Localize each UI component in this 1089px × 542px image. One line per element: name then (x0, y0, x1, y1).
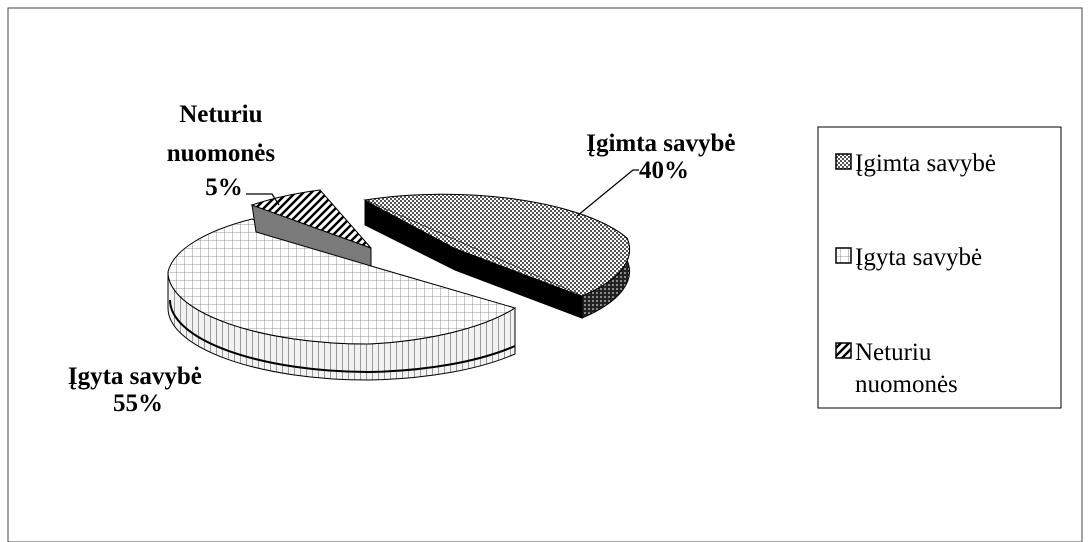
legend-item-igimta: Įgimta savybė (835, 150, 996, 177)
data-label-igimta-line2: 40% (639, 157, 689, 184)
legend-label-igimta: Įgimta savybė (855, 150, 996, 177)
leader-line-neturiu (246, 193, 280, 206)
leader-line-igimta (576, 169, 639, 217)
legend-swatch-neturiu (835, 342, 852, 359)
legend-label-igyta-line1: Įgyta savybė (855, 244, 982, 271)
data-label-neturiu-line1: Neturiu (179, 101, 262, 128)
legend-item-neturiu: Neturiu nuomonės (835, 339, 958, 398)
pie-plot-area (167, 189, 631, 381)
data-label-igyta-line1: Įgyta savybė (68, 363, 202, 390)
data-label-igimta: Įgimta savybė 40% (586, 130, 742, 184)
slice-igyta-side-band (169, 299, 516, 374)
data-label-neturiu: Neturiu nuomonės 5% (167, 101, 282, 201)
slice-igimta-top-fill (365, 200, 582, 296)
data-label-igimta-line1: Įgimta savybė (586, 130, 735, 157)
slice-neturiu (250, 189, 372, 249)
legend-swatch-igimta (835, 153, 852, 170)
legend-item-igyta: Įgyta savybė (835, 244, 982, 271)
data-label-igyta: Įgyta savybė 55% (68, 363, 208, 417)
slice-igyta (167, 218, 517, 345)
legend-label-neturiu: Neturiu nuomonės (855, 339, 958, 398)
data-label-igyta-line2: 55% (113, 390, 163, 417)
legend: Įgimta savybė Įgyta savybė Neturiu nuomo… (817, 126, 1062, 409)
legend-label-neturiu-line1: Neturiu (855, 339, 932, 366)
legend-label-neturiu-line2: nuomonės (855, 371, 958, 398)
legend-swatch-igyta (835, 247, 852, 264)
slice-igimta (363, 193, 631, 297)
data-label-neturiu-line2: nuomonės (167, 140, 276, 167)
data-label-neturiu-line3: 5% (205, 174, 243, 201)
legend-frame (817, 126, 1062, 409)
legend-label-igimta-line1: Įgimta savybė (855, 150, 996, 177)
legend-label-igyta: Įgyta savybė (855, 244, 982, 271)
